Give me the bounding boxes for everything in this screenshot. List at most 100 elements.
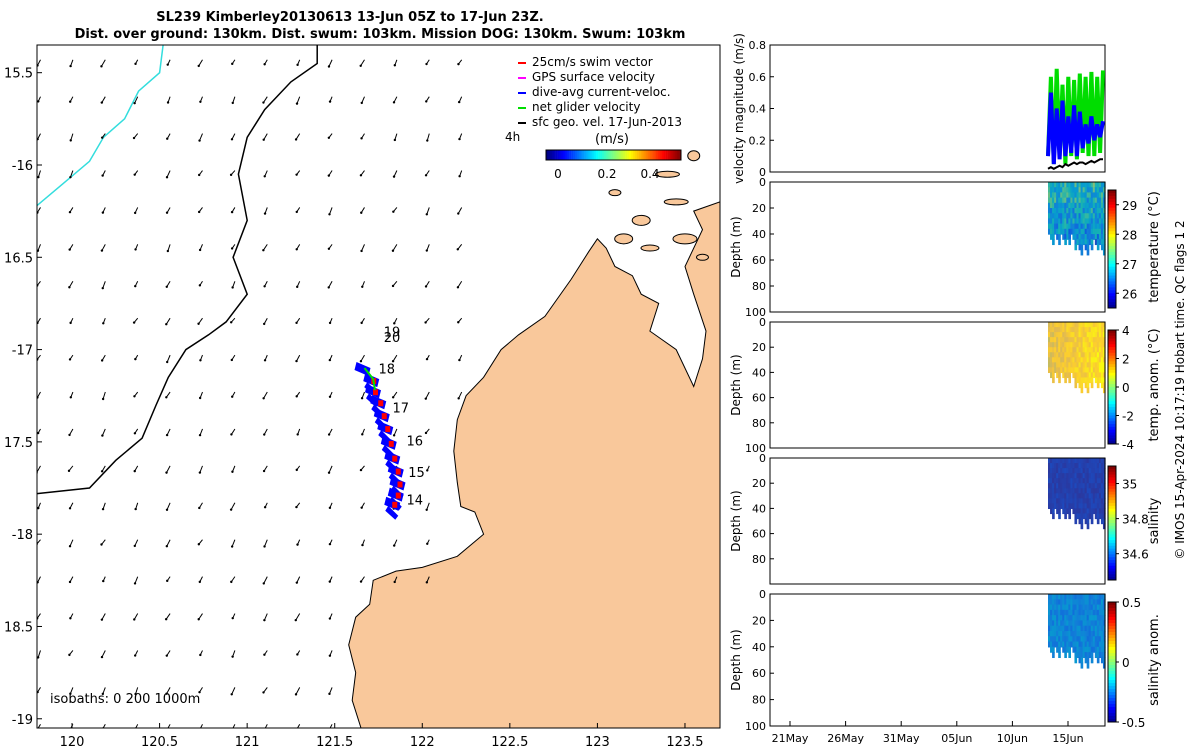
profile-cell: [1098, 493, 1102, 499]
profile-cell: [1088, 599, 1092, 606]
sfc-vector-head: [425, 100, 428, 103]
swim-vector: [372, 389, 378, 396]
profile-cell: [1086, 518, 1090, 525]
sfc-vector-head: [133, 432, 137, 435]
profile-cell: [1096, 347, 1100, 353]
profile-cell: [1050, 187, 1053, 194]
profile-cell: [1072, 362, 1076, 368]
colorbar-cell: [1108, 367, 1116, 371]
profile-cell: [1078, 213, 1082, 220]
colorbar-cell: [1108, 246, 1116, 250]
sfc-vector-head: [197, 210, 201, 214]
sfc-vector-head: [37, 175, 40, 179]
sfc-vector-head: [393, 580, 396, 584]
profile-cell: [1098, 641, 1102, 648]
profile-cell: [1074, 362, 1078, 368]
sfc-vector-head: [230, 358, 234, 362]
profile-cell: [1058, 342, 1061, 348]
profile-cell: [1086, 382, 1090, 389]
profile-cell: [1096, 630, 1100, 637]
profile-cell: [1054, 322, 1057, 328]
profile-cell: [1100, 347, 1104, 353]
profile-cell: [1082, 202, 1086, 209]
profile-cell: [1064, 327, 1067, 333]
profile-cell: [1060, 357, 1063, 363]
profile-cell: [1094, 615, 1098, 622]
profile-cell: [1094, 609, 1098, 616]
profile-cell: [1056, 641, 1059, 648]
profile-cell: [1056, 594, 1059, 600]
velocity-series-line: [1046, 92, 1105, 165]
profile-cell: [1098, 239, 1102, 246]
profile-cell: [1086, 197, 1090, 204]
profile-cell: [1048, 458, 1051, 464]
colorbar-cell: [1108, 474, 1116, 478]
colorbar-cell: [1108, 623, 1116, 627]
sfc-vector-head: [360, 137, 363, 140]
profile-cell: [1064, 208, 1067, 214]
sfc-vector-head: [231, 286, 234, 289]
profile-cell: [1066, 604, 1069, 611]
profile-cell: [1080, 228, 1084, 235]
legend-label: GPS surface velocity: [532, 70, 655, 84]
colorbar-cell: [675, 150, 678, 160]
profile-cell: [1048, 599, 1051, 606]
profile-cell: [1048, 609, 1051, 616]
colorbar-cell: [1108, 305, 1116, 309]
profile-cell: [1086, 322, 1090, 328]
sfc-vector-head: [166, 728, 168, 730]
colorbar-cell: [1108, 653, 1116, 657]
profile-cell: [1062, 182, 1065, 188]
velocity-ylabel: velocity magnitude (m/s): [732, 33, 746, 184]
profile-cell: [1078, 347, 1082, 353]
sfc-vector-head: [165, 471, 168, 474]
profile-cell: [1096, 463, 1100, 469]
profile-cell: [1088, 463, 1092, 469]
profile-cell: [1052, 503, 1055, 510]
sfc-vector-head: [296, 543, 299, 546]
sfc-vector-head: [296, 653, 299, 656]
profile-cell: [1098, 202, 1102, 209]
profile-cell: [1056, 367, 1059, 374]
profile-cell: [1064, 192, 1067, 199]
profile-cell: [1052, 483, 1055, 489]
profile-cell: [1086, 347, 1090, 353]
profile-cell: [1078, 483, 1082, 489]
profile-cell: [1090, 657, 1094, 664]
profile-cell: [1076, 604, 1080, 611]
profile-cell: [1092, 187, 1096, 194]
colorbar-cell: [1108, 644, 1116, 648]
profile-cell: [1094, 362, 1098, 368]
profile-cell: [1052, 468, 1055, 474]
profile-cell: [1068, 498, 1071, 504]
colorbar-cell: [596, 150, 599, 160]
sfc-vector-head: [359, 174, 363, 177]
profile-cell: [1086, 513, 1090, 520]
profile-cell: [1050, 458, 1053, 464]
profile-cell: [1090, 478, 1094, 484]
profile-cell: [1072, 228, 1076, 235]
profile-cell: [1054, 223, 1057, 230]
profile-cell: [1078, 641, 1082, 648]
velocity-y-tick-label: 0.8: [749, 39, 767, 52]
profile-cell: [1084, 322, 1088, 328]
sfc-vector: [199, 133, 203, 141]
profile-cell: [1048, 342, 1051, 348]
profile-cell: [1070, 473, 1074, 479]
profile-cell: [1100, 197, 1104, 204]
profile-cell: [1056, 488, 1059, 494]
profile-cell: [1072, 458, 1076, 464]
profile-cell: [1102, 249, 1106, 256]
profile-cell: [1072, 641, 1076, 648]
profile-cell: [1100, 377, 1104, 384]
profile-cell: [1064, 347, 1067, 353]
profile-cell: [1086, 372, 1090, 379]
profile-cell: [1086, 208, 1090, 214]
profile-cell: [1100, 342, 1104, 348]
profile-cell: [1092, 223, 1096, 230]
colorbar-tick-label: 26: [1122, 287, 1137, 301]
profile-cell: [1074, 332, 1078, 338]
profile-cell: [1084, 630, 1088, 637]
profile-cell: [1074, 641, 1078, 648]
